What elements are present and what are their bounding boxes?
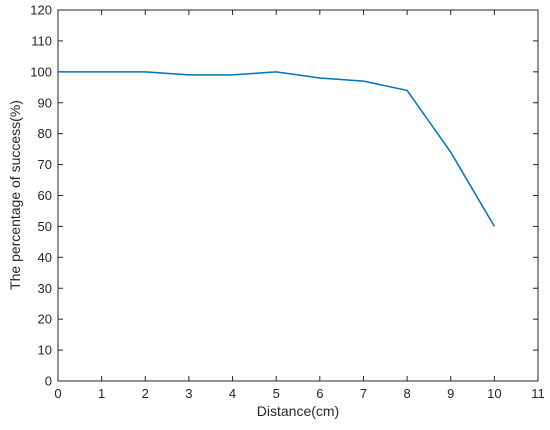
- y-tick-label: 120: [30, 3, 52, 18]
- x-tick-label: 4: [229, 386, 236, 401]
- y-tick-label: 80: [38, 126, 52, 141]
- x-tick-label: 11: [531, 386, 545, 401]
- y-tick-label: 20: [38, 312, 52, 327]
- x-tick-label: 3: [185, 386, 192, 401]
- y-tick-label: 10: [38, 343, 52, 358]
- y-tick-label: 0: [45, 374, 52, 389]
- y-tick-label: 40: [38, 250, 52, 265]
- y-tick-label: 30: [38, 281, 52, 296]
- x-tick-label: 2: [142, 386, 149, 401]
- x-tick-label: 8: [403, 386, 410, 401]
- x-tick-label: 6: [316, 386, 323, 401]
- x-tick-label: 0: [54, 386, 61, 401]
- y-tick-label: 70: [38, 157, 52, 172]
- y-tick-label: 90: [38, 95, 52, 110]
- y-tick-label: 60: [38, 188, 52, 203]
- x-tick-label: 9: [447, 386, 454, 401]
- data-line: [58, 71, 496, 227]
- x-tick-label: 5: [273, 386, 280, 401]
- y-tick-label: 110: [31, 33, 52, 48]
- x-tick-label: 10: [487, 386, 501, 401]
- y-tick-label: 50: [38, 219, 52, 234]
- x-tick-label: 7: [360, 386, 367, 401]
- x-tick-label: 1: [98, 386, 105, 401]
- x-axis-label: Distance(cm): [257, 403, 339, 419]
- y-tick-label: 100: [30, 64, 52, 79]
- y-axis-label: The percentage of success(%): [7, 100, 23, 290]
- plot-frame: [57, 9, 539, 382]
